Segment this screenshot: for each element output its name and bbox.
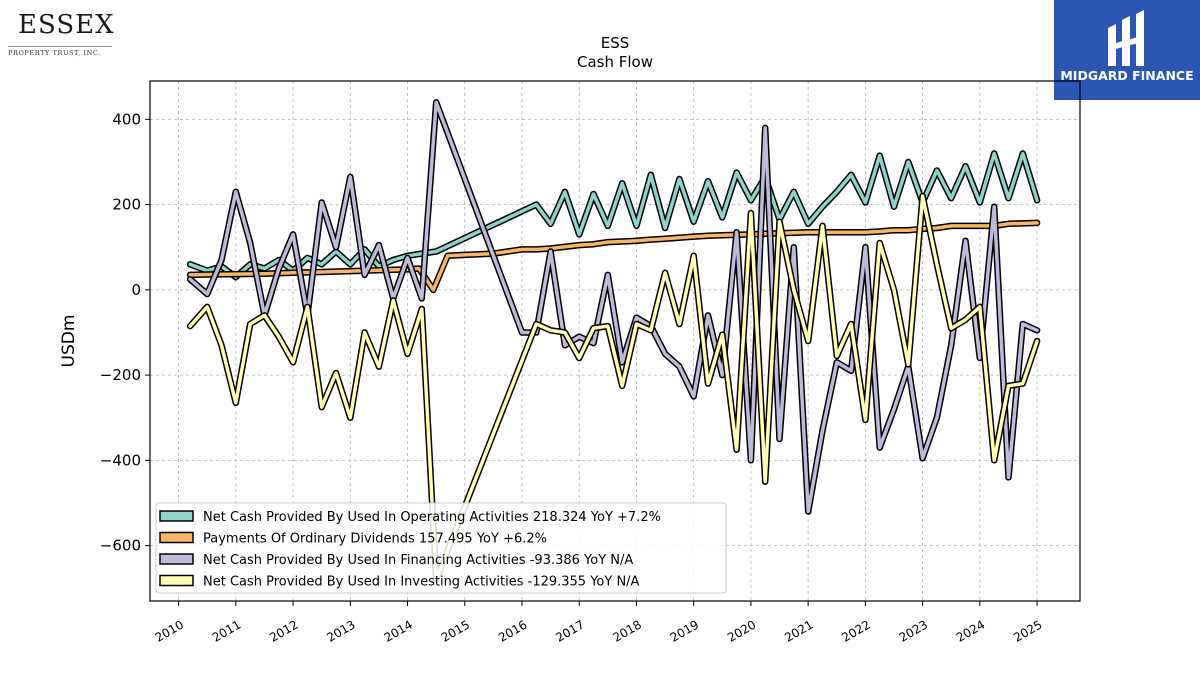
x-tick-label: 2019 <box>668 617 701 644</box>
x-tick-label: 2021 <box>782 617 815 644</box>
x-tick-label: 2025 <box>1011 617 1044 644</box>
chart-title: ESS <box>601 34 630 52</box>
x-axis-ticks: 2010 2011 2012 2013 2014 2015 2016 2017 2018 2019… <box>153 601 1045 645</box>
x-tick-label: 2011 <box>210 617 243 644</box>
series-group <box>186 99 1041 583</box>
midgard-finance-logo: MIDGARD FINANCE <box>1054 0 1200 100</box>
essex-logo-word: ESSEX <box>18 10 115 40</box>
x-tick-label: 2013 <box>324 617 357 644</box>
x-tick-label: 2010 <box>153 617 186 644</box>
y-tick-label: −200 <box>100 366 141 384</box>
legend: Net Cash Provided By Used In Operating A… <box>155 502 727 594</box>
x-tick-label: 2018 <box>611 617 644 644</box>
x-tick-label: 2024 <box>954 617 987 644</box>
legend-label: Net Cash Provided By Used In Investing A… <box>203 575 640 590</box>
y-tick-label: 0 <box>131 281 141 299</box>
series-line-4 <box>188 194 1039 582</box>
x-tick-label: 2020 <box>725 617 758 644</box>
y-axis-ticks: 400 200 0 −200 −400 −600 <box>100 110 150 555</box>
x-tick-label: 2015 <box>439 617 472 644</box>
essex-logo: ESSEX PROPERTY TRUST, INC. <box>6 8 115 57</box>
legend-label: Net Cash Provided By Used In Operating A… <box>203 510 661 525</box>
legend-swatch <box>159 510 194 522</box>
y-tick-label: −600 <box>100 537 141 555</box>
chart-subtitle: Cash Flow <box>577 53 653 71</box>
essex-logo-subtitle: PROPERTY TRUST, INC. <box>8 49 101 57</box>
y-tick-label: 200 <box>112 196 141 214</box>
x-tick-label: 2016 <box>496 617 529 644</box>
legend-swatch <box>159 531 194 544</box>
x-tick-label: 2022 <box>839 617 872 644</box>
legend-box <box>155 502 727 594</box>
y-tick-label: −400 <box>100 451 141 469</box>
x-tick-label: 2012 <box>267 617 300 644</box>
midgard-logo-mark-icon <box>1108 10 1144 66</box>
x-tick-label: 2014 <box>382 617 415 644</box>
plot-frame <box>149 80 1081 602</box>
series-line-1 <box>188 151 1039 279</box>
essex-logo-rule <box>8 46 112 47</box>
legend-label: Payments Of Ordinary Dividends 157.495 Y… <box>203 532 547 547</box>
x-tick-label: 2023 <box>897 617 930 644</box>
x-tick-label: 2017 <box>553 617 586 644</box>
legend-swatch <box>159 553 194 565</box>
midgard-logo-name: MIDGARD FINANCE <box>1060 68 1194 83</box>
legend-swatch <box>159 574 194 587</box>
y-tick-label: 400 <box>112 110 141 128</box>
legend-label: Net Cash Provided By Used In Financing A… <box>203 553 633 568</box>
y-axis-label: USDm <box>59 315 79 368</box>
